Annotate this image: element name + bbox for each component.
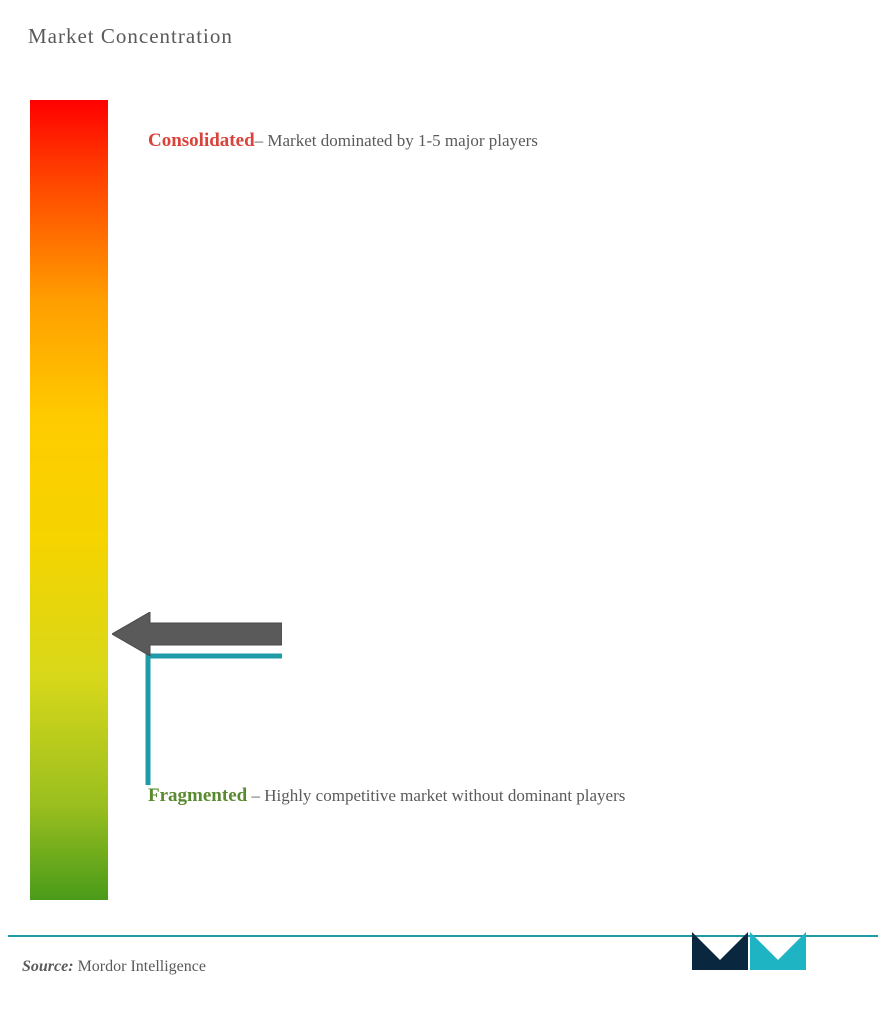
fragmented-label-group: Fragmented – Highly competitive market w… xyxy=(148,785,625,807)
source-label: Source: xyxy=(22,958,74,975)
fragmented-label: Fragmented xyxy=(148,785,247,806)
fragmented-description: – Highly competitive market without domi… xyxy=(247,786,625,805)
infographic-container: Market Concentration Consolidated– Marke… xyxy=(0,0,885,1011)
source-attribution: Source: Mordor Intelligence xyxy=(22,958,206,976)
mordor-logo-icon xyxy=(692,920,812,978)
position-arrow-icon xyxy=(112,612,282,656)
source-value: Mordor Intelligence xyxy=(74,958,206,975)
callout-line xyxy=(0,0,885,1011)
